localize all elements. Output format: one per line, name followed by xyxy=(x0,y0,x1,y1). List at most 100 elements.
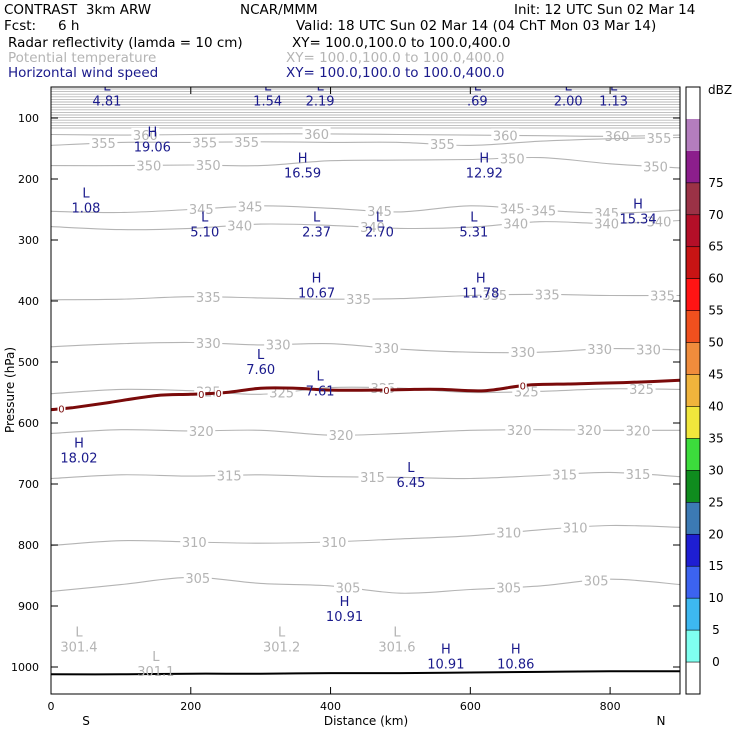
theta-contour-label: 325 xyxy=(629,383,654,398)
theta-label-bg xyxy=(603,129,632,144)
wind-extremum-value: 10.91 xyxy=(427,658,464,673)
theta-label-bg xyxy=(533,287,562,302)
theta-contour-label: 340 xyxy=(503,218,528,233)
theta-extremum-marker: L xyxy=(152,650,160,665)
theta-contour-label: 330 xyxy=(587,343,612,358)
theta-label-bg xyxy=(215,468,244,483)
colorbar-swatch xyxy=(686,502,700,535)
theta-label-bg xyxy=(498,151,527,166)
theta-contour-label: 320 xyxy=(189,425,214,440)
theta-contour xyxy=(51,341,680,354)
wind-extremum-value: 1.13 xyxy=(599,95,628,110)
wind-extremum-value: .69 xyxy=(467,95,488,110)
y-tick-label: 100 xyxy=(18,112,39,125)
theta-contour-label: 335 xyxy=(346,293,371,308)
model-title: CONTRAST 3km ARW xyxy=(4,2,152,18)
theta-label-bg xyxy=(480,288,509,303)
plot-layers: 360 360 360 360 355 355 355 355 355 350 350 350 350 3… xyxy=(51,80,680,680)
theta-contour-label: 320 xyxy=(577,424,602,439)
colorbar-swatch xyxy=(686,118,700,151)
wind-extremum-marker: L xyxy=(610,80,618,95)
wind-extremum-value: 11.78 xyxy=(462,287,499,302)
theta-contour-label: 360 xyxy=(304,128,329,143)
wind-extremum-marker: L xyxy=(264,80,272,95)
theta-label-bg xyxy=(627,382,656,397)
colorbar-tick-label: 25 xyxy=(708,495,723,509)
y-tick-label: 1000 xyxy=(11,661,39,674)
plot-frame xyxy=(50,86,681,695)
wind-extremum-value: 2.19 xyxy=(306,95,335,110)
theta-contour-label: 315 xyxy=(360,471,385,486)
surface-line xyxy=(51,670,680,676)
theta-label-bg xyxy=(187,201,216,216)
zero-dbz-label: 0 xyxy=(198,390,204,401)
x-axis-label: Distance (km) xyxy=(324,714,408,728)
colorbar-title: dBZ xyxy=(708,83,732,97)
zero-dbz-label-bg xyxy=(214,387,223,398)
colorbar-tick-label: 65 xyxy=(708,240,723,254)
colorbar-tick-label: 35 xyxy=(708,431,723,445)
wind-extremum-marker: L xyxy=(313,211,321,226)
theta-label-bg xyxy=(302,126,331,141)
zero-dbz-label-bg xyxy=(197,388,206,399)
theta-label-bg xyxy=(505,422,534,437)
forecast-label: Fcst: xyxy=(4,18,37,34)
theta-contour-label: 340 xyxy=(647,215,672,230)
colorbar-frame xyxy=(685,86,701,695)
zero-dbz-label-bg xyxy=(518,380,527,391)
theta-label-bg xyxy=(236,199,265,214)
theta-label-bg xyxy=(194,336,223,351)
y-axis-label: Pressure (hPa) xyxy=(3,347,17,433)
theta-label-bg xyxy=(501,216,530,231)
theta-contour-label: 315 xyxy=(626,468,651,483)
theta-contour-label: 345 xyxy=(367,205,392,220)
wind-extremum-value: 5.31 xyxy=(459,226,488,241)
theta-contour xyxy=(51,576,680,594)
theta-label-bg xyxy=(494,525,523,540)
colorbar-tick-label: 0 xyxy=(712,655,720,669)
theta-label-bg xyxy=(550,467,579,482)
wind-extremum-value: 12.92 xyxy=(466,167,503,182)
theta-label-bg xyxy=(134,158,163,173)
colorbar-tick-label: 20 xyxy=(708,527,723,541)
theta-contour-label: 345 xyxy=(189,203,214,218)
theta-contour-label: 355 xyxy=(234,136,259,151)
theta-label-bg xyxy=(194,158,223,173)
colorbar-swatch xyxy=(686,438,700,471)
theta-contour-label: 305 xyxy=(185,572,210,587)
x-tick-label: 800 xyxy=(600,700,621,713)
theta-contour-label: 340 xyxy=(594,217,619,232)
theta-contour-label: 360 xyxy=(133,129,158,144)
wind-extremum-marker: L xyxy=(474,80,482,95)
theta-label-bg xyxy=(372,341,401,356)
theta-contour-label: 320 xyxy=(329,429,354,444)
colorbar-tick-label: 30 xyxy=(708,463,723,477)
theta-label-bg xyxy=(358,470,387,485)
theta-contour-label: 350 xyxy=(643,161,668,176)
theta-label-bg xyxy=(232,134,261,149)
wind-extremum-value: 19.06 xyxy=(134,140,171,155)
y-tick-label: 600 xyxy=(18,417,39,430)
colorbar-swatch xyxy=(686,406,700,439)
wind-extremum-value: 16.59 xyxy=(284,167,321,182)
theta-contour-label: 350 xyxy=(500,152,525,167)
y-tick-label: 900 xyxy=(18,600,39,613)
zero-dbz-label-bg xyxy=(382,384,391,395)
colorbar-swatch xyxy=(686,278,700,311)
y-tick-label: 500 xyxy=(18,356,39,369)
theta-label-bg xyxy=(428,137,457,152)
theta-label-bg xyxy=(494,580,523,595)
zero-dbz-label-bg xyxy=(57,403,66,414)
colorbar-swatch xyxy=(686,566,700,599)
wind-extremum-value: 10.67 xyxy=(298,287,335,302)
colorbar-tick-label: 70 xyxy=(708,208,723,222)
theta-label-bg xyxy=(327,427,356,442)
theta-contour-label: 330 xyxy=(636,343,661,358)
colorbar-tick-label: 10 xyxy=(708,591,723,605)
theta-label-bg xyxy=(634,342,663,357)
colorbar-swatch xyxy=(686,214,700,247)
theta-contour xyxy=(51,136,680,146)
colorbar-swatch xyxy=(686,246,700,279)
theta-contour-label: 305 xyxy=(336,582,361,597)
field-theta: Potential temperature xyxy=(8,50,157,66)
